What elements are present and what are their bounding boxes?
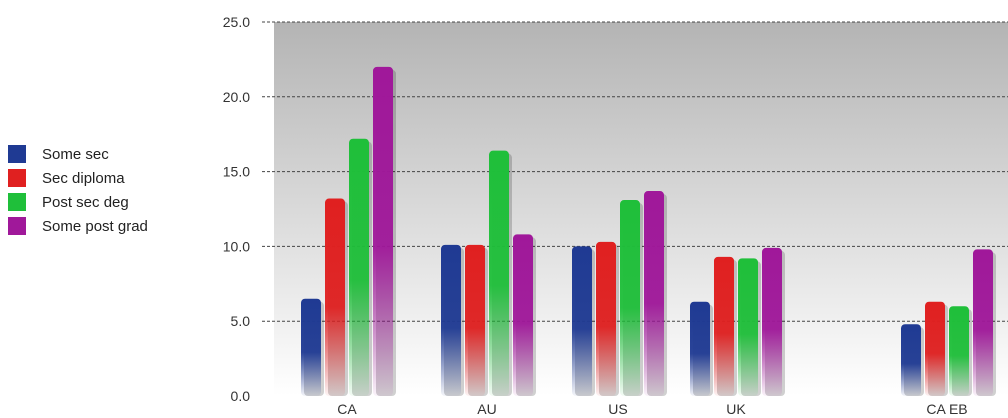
bar-ca-some-post-grad bbox=[373, 66, 393, 396]
legend: Some sec Sec diploma Post sec deg Some p… bbox=[8, 145, 148, 235]
bars bbox=[301, 66, 996, 397]
bar-au-post-sec-deg bbox=[489, 150, 509, 396]
bar-uk-sec-diploma bbox=[714, 256, 734, 396]
bar-ca-eb-post-sec-deg bbox=[949, 306, 969, 396]
bar-ca-post-sec-deg bbox=[349, 138, 369, 397]
bar-ca-some-sec bbox=[301, 298, 321, 396]
x-category-label: CA EB bbox=[926, 401, 967, 417]
legend-item-post-sec-deg: Post sec deg bbox=[8, 193, 148, 211]
bar-us-some-post-grad bbox=[644, 191, 664, 396]
bar-us-sec-diploma bbox=[596, 241, 616, 396]
bar-us-some-sec bbox=[572, 246, 592, 396]
legend-label: Some post grad bbox=[42, 217, 148, 235]
bar-us-post-sec-deg bbox=[620, 200, 640, 396]
bar-au-some-sec bbox=[441, 244, 461, 396]
bar-uk-some-sec bbox=[690, 301, 710, 396]
legend-swatch bbox=[8, 169, 26, 187]
x-axis-categories: CA AU US UK CA EB bbox=[337, 401, 967, 417]
legend-label: Post sec deg bbox=[42, 193, 129, 211]
legend-item-some-post-grad: Some post grad bbox=[8, 217, 148, 235]
x-category-label: UK bbox=[726, 401, 746, 417]
bar-ca-sec-diploma bbox=[325, 198, 345, 396]
bar-ca-eb-some-post-grad bbox=[973, 249, 993, 396]
legend-swatch bbox=[8, 217, 26, 235]
bar-au-sec-diploma bbox=[465, 244, 485, 396]
legend-label: Sec diploma bbox=[42, 169, 125, 187]
y-tick-label: 0.0 bbox=[231, 388, 251, 404]
bar-ca-eb-some-sec bbox=[901, 324, 921, 396]
legend-item-sec-diploma: Sec diploma bbox=[8, 169, 148, 187]
y-tick-label: 10.0 bbox=[223, 238, 250, 254]
y-axis-ticks: 0.0 5.0 10.0 15.0 20.0 25.0 bbox=[223, 14, 250, 404]
x-category-label: CA bbox=[337, 401, 357, 417]
bar-uk-some-post-grad bbox=[762, 247, 782, 396]
y-tick-label: 5.0 bbox=[231, 313, 251, 329]
y-tick-label: 20.0 bbox=[223, 89, 250, 105]
y-tick-label: 25.0 bbox=[223, 14, 250, 30]
legend-swatch bbox=[8, 145, 26, 163]
x-category-label: US bbox=[608, 401, 627, 417]
plot-area bbox=[274, 22, 1008, 396]
legend-item-some-sec: Some sec bbox=[8, 145, 148, 163]
legend-swatch bbox=[8, 193, 26, 211]
bar-au-some-post-grad bbox=[513, 234, 533, 396]
legend-label: Some sec bbox=[42, 145, 109, 163]
bar-ca-eb-sec-diploma bbox=[925, 301, 945, 396]
y-tick-label: 15.0 bbox=[223, 164, 250, 180]
bar-uk-post-sec-deg bbox=[738, 258, 758, 396]
x-category-label: AU bbox=[477, 401, 496, 417]
